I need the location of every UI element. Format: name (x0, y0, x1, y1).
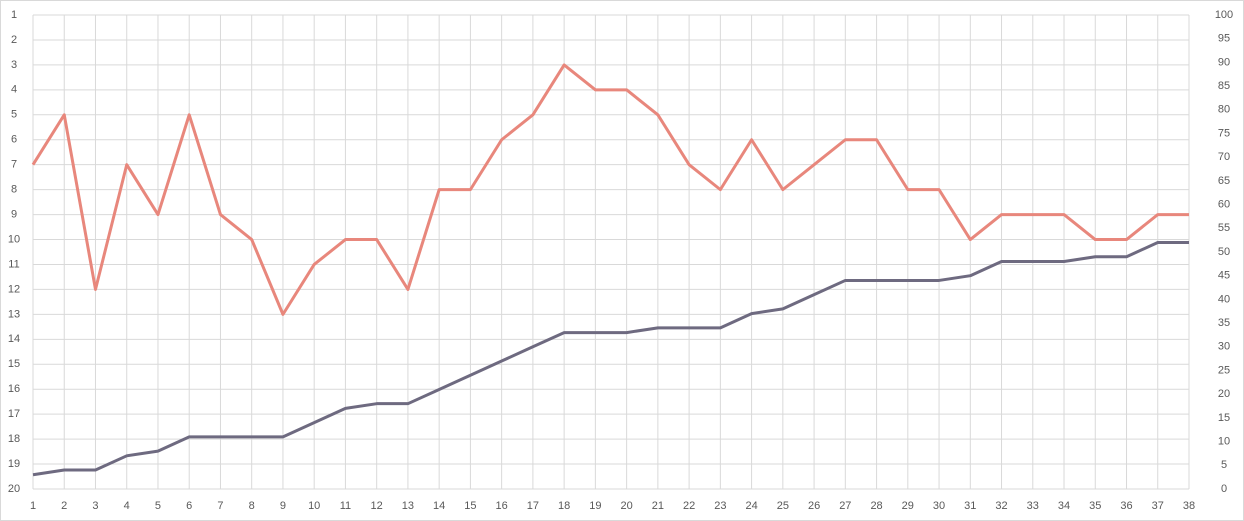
series-line (32, 241, 1189, 477)
x-tick-label: 26 (808, 500, 820, 512)
y-tick-label: 1 (11, 9, 17, 21)
series-line (31, 63, 1189, 316)
y-tick-label: 4 (11, 84, 17, 96)
x-tick-label: 16 (496, 500, 508, 512)
y-tick-label: 11 (8, 258, 19, 270)
x-tick-label: 34 (1058, 500, 1070, 512)
x-tick-label: 17 (527, 500, 539, 512)
y-tick-label: 13 (8, 308, 20, 320)
x-tick-label: 5 (155, 500, 161, 512)
x-tick-label: 33 (1027, 500, 1039, 512)
y-tick-label: 19 (8, 458, 20, 470)
y2-tick-label: 75 (1218, 127, 1230, 139)
x-tick-label: 30 (933, 500, 945, 512)
y2-tick-label: 20 (1218, 388, 1230, 400)
x-tick-label: 10 (308, 500, 320, 512)
x-tick-label: 4 (124, 500, 130, 512)
x-tick-label: 32 (995, 500, 1007, 512)
y2-tick-label: 70 (1218, 151, 1230, 163)
y-tick-label: 3 (11, 59, 17, 71)
x-tick-label: 8 (249, 500, 255, 512)
y-tick-label: 20 (8, 483, 20, 495)
y2-tick-label: 65 (1218, 175, 1230, 187)
x-tick-label: 25 (777, 500, 789, 512)
x-tick-label: 21 (652, 500, 664, 512)
x-tick-label: 7 (217, 500, 223, 512)
x-tick-label: 38 (1183, 500, 1195, 512)
x-tick-label: 22 (683, 500, 695, 512)
y2-tick-label: 45 (1218, 270, 1230, 282)
y-tick-label: 12 (8, 283, 20, 295)
x-tick-label: 27 (839, 500, 851, 512)
x-tick-label: 28 (870, 500, 882, 512)
x-tick-label: 9 (280, 500, 286, 512)
x-tick-label: 36 (1120, 500, 1132, 512)
y-tick-label: 18 (8, 433, 20, 445)
x-tick-label: 24 (745, 500, 757, 512)
x-tick-label: 12 (371, 500, 383, 512)
y-tick-label: 9 (11, 208, 17, 220)
y-tick-label: 14 (8, 333, 20, 345)
y2-tick-label: 10 (1218, 436, 1230, 448)
x-tick-label: 31 (964, 500, 976, 512)
y2-tick-label: 0 (1221, 483, 1227, 495)
y2-tick-label: 80 (1218, 104, 1230, 116)
x-tick-label: 19 (589, 500, 601, 512)
y-tick-label: 8 (11, 184, 17, 196)
y-tick-label: 6 (11, 134, 17, 146)
x-tick-label: 37 (1152, 500, 1164, 512)
y2-tick-label: 25 (1218, 364, 1230, 376)
y-tick-label: 16 (8, 383, 20, 395)
x-tick-label: 1 (30, 500, 36, 512)
x-tick-label: 18 (558, 500, 570, 512)
y2-tick-label: 50 (1218, 246, 1230, 258)
x-tick-label: 15 (464, 500, 476, 512)
x-tick-label: 20 (620, 500, 632, 512)
y-tick-label: 15 (8, 358, 20, 370)
y2-tick-label: 95 (1218, 33, 1230, 45)
y2-tick-label: 90 (1218, 56, 1230, 68)
x-tick-label: 23 (714, 500, 726, 512)
y2-tick-label: 85 (1218, 80, 1230, 92)
y-tick-label: 7 (11, 159, 17, 171)
x-tick-label: 29 (902, 500, 914, 512)
x-tick-label: 35 (1089, 500, 1101, 512)
x-tick-label: 6 (186, 500, 192, 512)
y2-tick-label: 60 (1218, 199, 1230, 211)
x-tick-label: 2 (61, 500, 67, 512)
y2-tick-label: 100 (1215, 9, 1233, 21)
y-tick-label: 5 (11, 109, 17, 121)
y2-tick-label: 55 (1218, 222, 1230, 234)
y2-tick-label: 40 (1218, 293, 1230, 305)
x-tick-label: 13 (402, 500, 414, 512)
y-tick-label: 17 (8, 408, 20, 420)
x-tick-label: 11 (340, 500, 351, 512)
y2-tick-label: 30 (1218, 341, 1230, 353)
y-tick-label: 2 (11, 34, 17, 46)
x-tick-label: 3 (92, 500, 98, 512)
y-tick-label: 10 (8, 233, 20, 245)
y2-tick-label: 5 (1221, 459, 1227, 471)
x-tick-label: 14 (433, 500, 445, 512)
y2-tick-label: 35 (1218, 317, 1230, 329)
y2-tick-label: 15 (1218, 412, 1230, 424)
